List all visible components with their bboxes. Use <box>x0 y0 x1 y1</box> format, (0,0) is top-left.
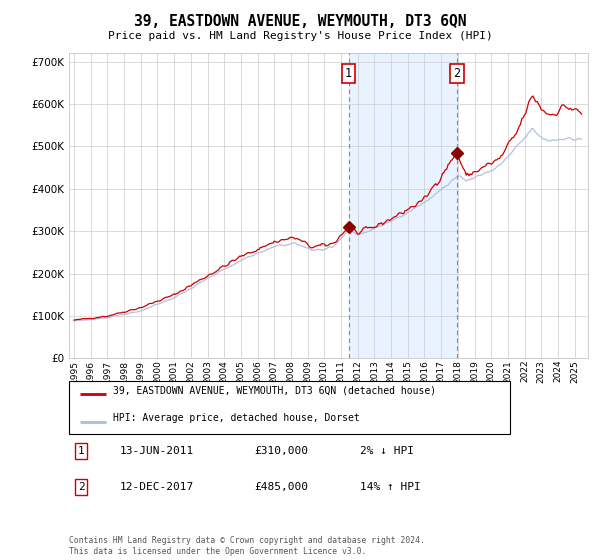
Text: 2: 2 <box>454 67 461 80</box>
Text: 1: 1 <box>78 446 85 456</box>
Text: Price paid vs. HM Land Registry's House Price Index (HPI): Price paid vs. HM Land Registry's House … <box>107 31 493 41</box>
Text: 13-JUN-2011: 13-JUN-2011 <box>120 446 194 456</box>
Text: 2% ↓ HPI: 2% ↓ HPI <box>360 446 414 456</box>
Text: 2: 2 <box>78 482 85 492</box>
Text: HPI: Average price, detached house, Dorset: HPI: Average price, detached house, Dors… <box>113 413 360 423</box>
Text: 39, EASTDOWN AVENUE, WEYMOUTH, DT3 6QN (detached house): 39, EASTDOWN AVENUE, WEYMOUTH, DT3 6QN (… <box>113 385 436 395</box>
Bar <box>349 53 457 358</box>
Text: £310,000: £310,000 <box>254 446 308 456</box>
Text: £485,000: £485,000 <box>254 482 308 492</box>
FancyBboxPatch shape <box>69 381 510 434</box>
Text: Contains HM Land Registry data © Crown copyright and database right 2024.
This d: Contains HM Land Registry data © Crown c… <box>69 536 425 556</box>
Text: 1: 1 <box>345 67 352 80</box>
Text: 12-DEC-2017: 12-DEC-2017 <box>120 482 194 492</box>
Text: 39, EASTDOWN AVENUE, WEYMOUTH, DT3 6QN: 39, EASTDOWN AVENUE, WEYMOUTH, DT3 6QN <box>134 14 466 29</box>
Text: 14% ↑ HPI: 14% ↑ HPI <box>360 482 421 492</box>
